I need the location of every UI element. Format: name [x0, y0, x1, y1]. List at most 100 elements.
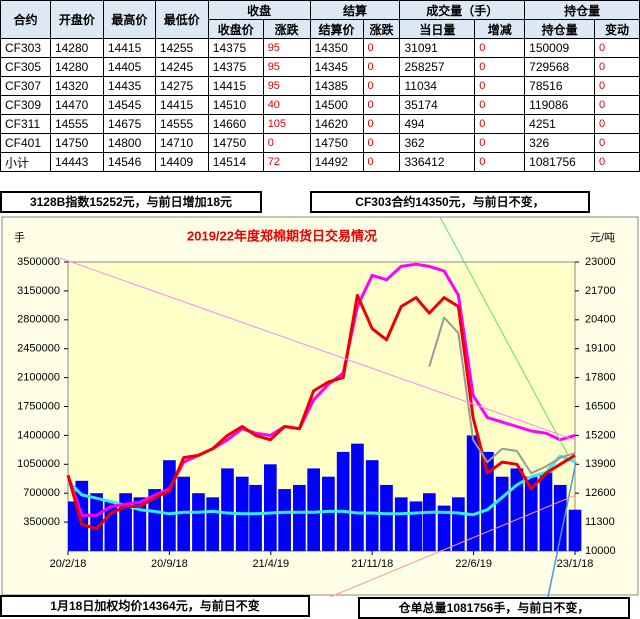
cell: 0 — [594, 57, 640, 77]
volume-bar — [495, 476, 509, 551]
cell: CF309 — [0, 95, 51, 115]
cell: 14710 — [154, 133, 209, 153]
volume-bar — [351, 443, 364, 551]
volume-bar — [422, 493, 436, 551]
cell: 14255 — [154, 38, 209, 58]
series-line — [66, 293, 576, 531]
cell: 105 — [262, 114, 311, 134]
plot: 350000 700000 1050000 1400000 1750000 2100000… — [17, 256, 615, 570]
header-cell: 最高价 — [102, 0, 156, 39]
cell: 4251 — [524, 114, 596, 134]
cell: 14350 — [309, 38, 364, 58]
cell: 494 — [399, 114, 476, 134]
volume-bar — [293, 484, 306, 551]
cell: 336412 — [399, 152, 476, 172]
volume-bar — [539, 472, 553, 551]
cell: 14320 — [49, 76, 104, 96]
cell: 14443 — [49, 152, 104, 172]
y-tick-label: 2100000 — [17, 372, 60, 384]
y-tick-label: 2450000 — [17, 343, 60, 355]
y-tick-label: 3150000 — [17, 285, 60, 297]
cell: 14345 — [309, 57, 364, 77]
y-tick-label: 1400000 — [17, 429, 60, 441]
y2-tick-label: 11300 — [585, 516, 615, 528]
chart-title: 2019/22年度郑棉期货日交易情况 — [187, 228, 377, 243]
volume-bar — [466, 435, 480, 551]
x-tick-label: 21/11/18 — [351, 558, 393, 570]
data-row: CF309 14470 14545 14415 14510 40 14500 0 35174 0 1… — [0, 95, 640, 115]
cell: 362 — [399, 133, 476, 153]
x-tick-label: 23/1/18 — [557, 558, 594, 570]
header-row: 收盘价 涨跌 结算价 涨跌 当日量 增减 持仓量 变动 — [1, 19, 640, 39]
header-row: 合约 开盘价 最高价 最低价 收盘 结算 成交量（手） 持仓量 — [0, 0, 640, 39]
cell: 95 — [262, 57, 311, 77]
y2-tick-label: 23000 — [585, 256, 616, 268]
header-cell: 收盘价 — [207, 19, 264, 39]
cell: 258257 — [399, 57, 476, 77]
cell: 14800 — [102, 133, 156, 153]
header-cell: 结算 — [309, 0, 401, 20]
cell: 14555 — [154, 114, 209, 134]
volume-bar — [553, 484, 567, 551]
x-tick-label: 20/9/18 — [151, 558, 188, 570]
data-row: CF401 14750 14800 14710 14750 0 14750 0 362 0 326 0 — [0, 133, 640, 153]
volume-bar — [380, 484, 393, 551]
x-tick-label: 20/2/18 — [50, 558, 87, 570]
cell: 0 — [362, 114, 401, 134]
data-row: CF305 14280 14405 14245 14375 95 14345 0 258257 0… — [0, 57, 640, 77]
x-tick-label: 21/4/19 — [252, 558, 289, 570]
cell: 14280 — [49, 38, 104, 58]
index-note: 3128B指数15252元，与前日增加18元 — [0, 191, 262, 213]
volume-bar — [322, 476, 335, 551]
cell: 14415 — [102, 38, 156, 58]
volume-bar — [568, 509, 582, 551]
volume-bar — [263, 464, 277, 551]
header-cell: 成交量（手） — [399, 0, 526, 20]
cell: 95 — [262, 76, 311, 96]
cell: 0 — [262, 133, 311, 153]
y2-tick-label: 16500 — [585, 400, 616, 412]
cell: 0 — [362, 76, 401, 96]
cell: 0 — [474, 152, 526, 172]
volume-bar — [104, 501, 118, 551]
y2-axis-label: 元/吨 — [590, 231, 615, 244]
cell: CF305 — [0, 57, 51, 77]
series-line — [428, 316, 576, 475]
cell: 119086 — [524, 95, 596, 115]
cell: 150009 — [524, 38, 596, 58]
quote-table: 合约 开盘价 最高价 最低价 收盘 结算 成交量（手） 持仓量 收盘价 涨跌 结算价 涨跌 当日量 增减持… — [0, 0, 640, 172]
volume-bar — [163, 460, 176, 551]
volume-bar — [221, 468, 234, 551]
cell: 0 — [594, 152, 640, 172]
y2-tick-label: 15200 — [585, 429, 616, 441]
cell: CF307 — [0, 76, 51, 96]
cell: 78516 — [524, 76, 596, 96]
cell: 0 — [594, 76, 640, 96]
header-cell: 开盘价 — [49, 0, 104, 39]
volume-bar — [437, 505, 451, 551]
volume-bar — [119, 493, 132, 551]
cell: 14675 — [102, 114, 156, 134]
cell: 14415 — [207, 76, 264, 96]
cell: 14555 — [49, 114, 104, 134]
cell: 72 — [262, 152, 311, 172]
volume-bar — [365, 460, 379, 551]
cell: 11034 — [399, 76, 476, 96]
y2-tick-label: 21700 — [585, 285, 616, 297]
y-tick-label: 1050000 — [17, 458, 60, 470]
header-cell: 增减 — [474, 19, 526, 39]
volume-bar — [90, 493, 103, 551]
volume-bar — [249, 484, 262, 551]
cell: 0 — [362, 57, 401, 77]
data-row: 小计 14443 14546 14409 14514 72 14492 0 336412 0 108… — [0, 152, 640, 172]
y-axis-label: 手 — [14, 230, 25, 244]
series-line — [66, 262, 576, 517]
cell: 14545 — [102, 95, 156, 115]
trend-line — [439, 216, 569, 456]
cell: CF401 — [0, 133, 51, 153]
cell: 14405 — [102, 57, 156, 77]
cell: 0 — [362, 38, 401, 58]
cell: 14750 — [309, 133, 364, 153]
cell: 14435 — [102, 76, 156, 96]
